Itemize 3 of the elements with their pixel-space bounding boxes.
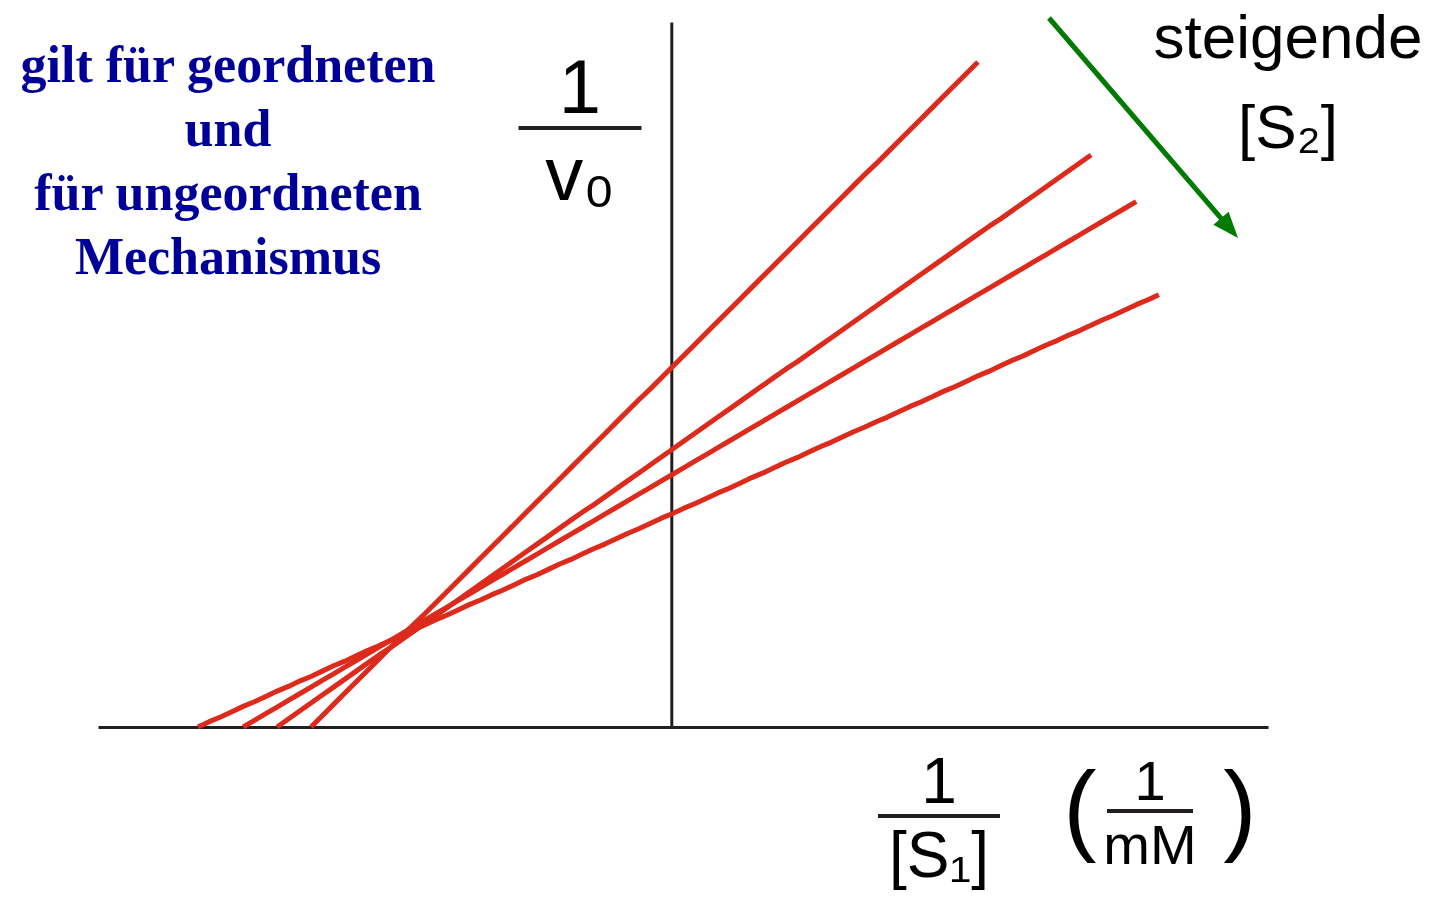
y-axis-title: 1 v₀ <box>545 43 615 217</box>
annotation: gilt für geordneten und für ungeordneten Mechanismus <box>20 36 436 285</box>
annotation: steigende [S₂] <box>1153 2 1423 161</box>
